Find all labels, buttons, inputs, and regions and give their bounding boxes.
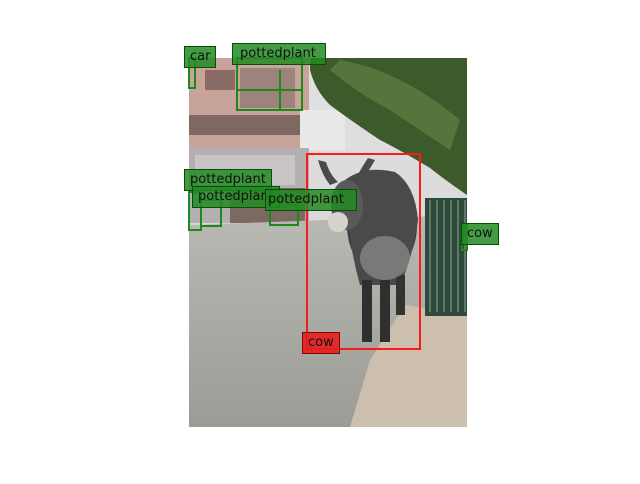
detection-label-pottedplant: pottedplant (232, 43, 326, 65)
detection-label-cow: cow (461, 223, 499, 245)
detection-label-car: car (184, 46, 217, 68)
sidewalk (350, 305, 467, 427)
detection-label-cow-highlight: cow (302, 332, 340, 354)
tree (310, 58, 467, 195)
cow-box-highlight (306, 153, 421, 350)
fence (425, 198, 467, 316)
street-photo (189, 58, 467, 427)
detection-label-pottedplant: pottedplant (265, 189, 357, 211)
detection-label-pottedplant: pottedplant (192, 186, 280, 208)
